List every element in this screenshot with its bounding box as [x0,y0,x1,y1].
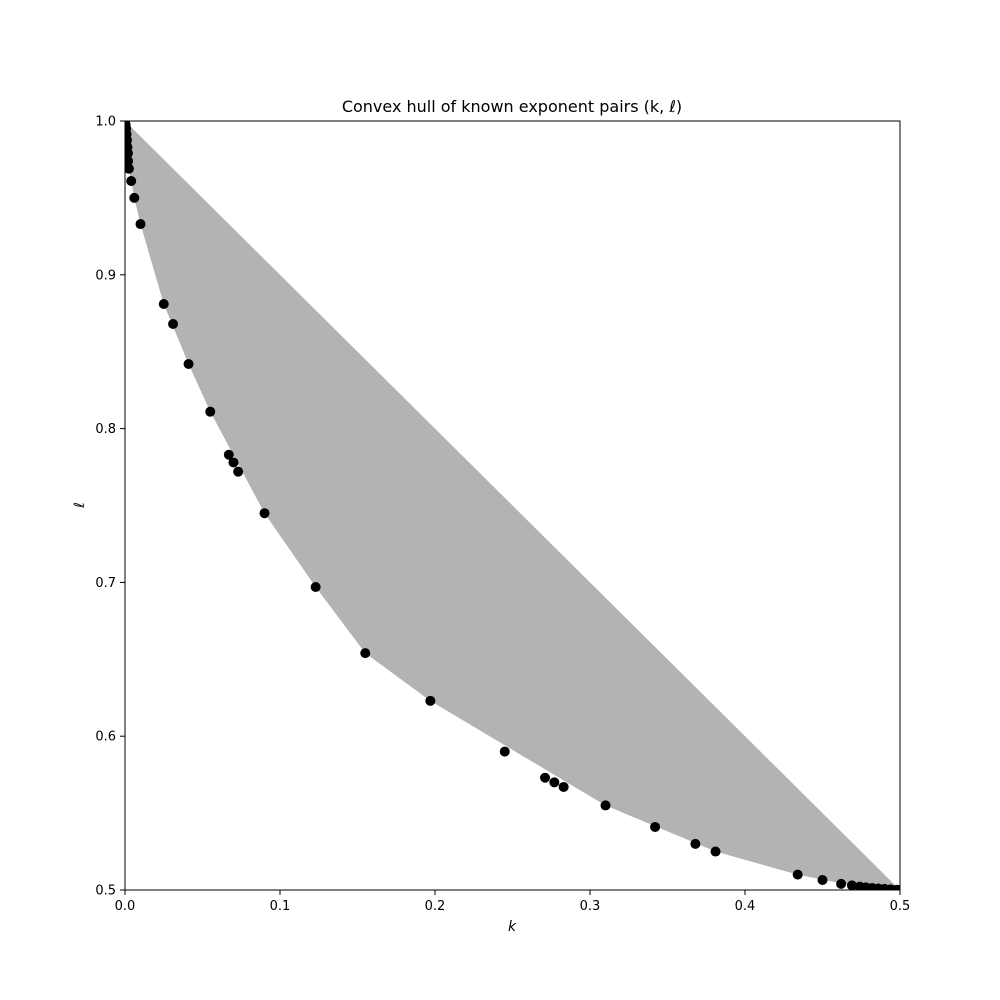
data-point-6 [125,148,133,159]
data-point-34 [846,880,857,890]
data-point-10 [129,192,140,203]
y-tick-label: 0.9 [95,268,116,283]
data-point-21 [360,648,371,659]
data-point-16 [223,449,234,460]
y-tick-label: 0.8 [95,422,116,437]
data-point-32 [817,875,828,885]
y-tick-label: 0.7 [95,576,116,591]
y-tick-label: 0.6 [95,730,116,745]
x-tick-label: 0.5 [890,899,911,914]
data-point-24 [540,772,551,783]
y-axis-label: ℓ [72,502,88,509]
data-point-33 [836,878,847,889]
data-point-7 [125,155,134,166]
data-point-42 [895,885,900,890]
chart-title: Convex hull of known exponent pairs (k, … [342,97,682,116]
data-point-12 [158,299,169,310]
x-axis-ticks: 0.0 0.1 0.2 0.3 0.4 0.5 [115,890,911,914]
data-point-8 [125,163,134,174]
convex-hull-region [125,121,900,890]
x-tick-label: 0.1 [270,899,291,914]
data-point-23 [499,746,510,757]
data-point-9 [126,175,137,186]
data-points [125,121,900,890]
data-point-27 [600,800,611,811]
data-point-15 [205,406,216,417]
data-point-13 [168,319,179,330]
y-axis-ticks: 0.5 0.6 0.7 0.8 0.9 1.0 [95,115,125,899]
data-point-25 [549,777,560,788]
data-point-26 [558,781,569,792]
plot-frame [124,120,901,891]
data-point-17 [228,457,239,468]
y-tick-label: 0.5 [95,884,116,899]
x-tick-label: 0.2 [425,899,446,914]
data-point-14 [183,359,194,369]
data-point-11 [135,219,146,230]
data-point-19 [259,508,270,519]
data-point-28 [650,821,661,832]
x-tick-label: 0.0 [115,899,136,914]
data-point-20 [310,582,321,593]
x-tick-label: 0.4 [735,899,756,914]
y-tick-label: 1.0 [95,115,116,130]
data-point-30 [710,846,721,857]
x-axis-label: k [508,919,517,935]
data-point-18 [233,466,244,477]
data-point-22 [425,695,436,706]
x-tick-label: 0.3 [580,899,601,914]
data-point-29 [690,838,701,849]
data-point-31 [792,869,803,880]
